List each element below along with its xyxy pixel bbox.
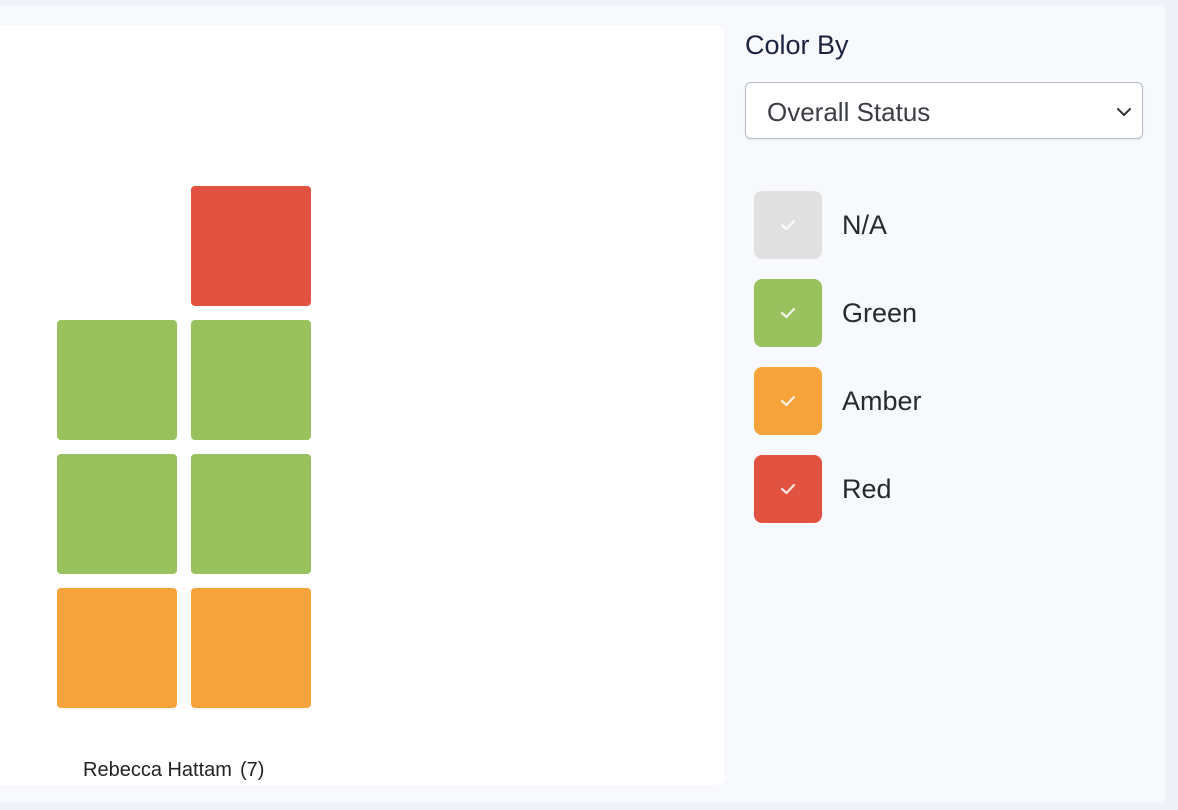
check-icon bbox=[780, 395, 796, 407]
group-count: (7) bbox=[239, 759, 265, 781]
check-icon bbox=[780, 219, 796, 231]
group-name: Rebecca Hattam bbox=[83, 759, 232, 781]
color-by-select-value: Overall Status bbox=[767, 97, 931, 127]
status-tile-red[interactable] bbox=[191, 186, 311, 306]
legend-item-na[interactable]: N/A bbox=[754, 191, 1054, 259]
chevron-down-icon bbox=[1117, 108, 1131, 116]
status-tile-amber[interactable] bbox=[191, 588, 311, 708]
legend-item-green[interactable]: Green bbox=[754, 279, 1054, 347]
legend-checkbox-green[interactable] bbox=[754, 279, 822, 347]
legend-checkbox-na[interactable] bbox=[754, 191, 822, 259]
check-icon bbox=[780, 307, 796, 319]
status-tile-green[interactable] bbox=[191, 454, 311, 574]
tile-chart-panel: Rebecca Hattam (7) bbox=[0, 25, 724, 785]
status-tile-green[interactable] bbox=[57, 320, 177, 440]
status-tile-green[interactable] bbox=[191, 320, 311, 440]
legend-label: Amber bbox=[842, 386, 922, 416]
legend-item-amber[interactable]: Amber bbox=[754, 367, 1054, 435]
legend-item-red[interactable]: Red bbox=[754, 455, 1054, 523]
legend-checkbox-amber[interactable] bbox=[754, 367, 822, 435]
color-by-select[interactable]: Overall Status bbox=[745, 82, 1143, 139]
status-tile-green[interactable] bbox=[57, 454, 177, 574]
status-tile-amber[interactable] bbox=[57, 588, 177, 708]
legend-label: N/A bbox=[842, 210, 888, 240]
legend-label: Green bbox=[842, 298, 918, 328]
check-icon bbox=[780, 483, 796, 495]
legend-label: Red bbox=[842, 474, 892, 504]
legend-checkbox-red[interactable] bbox=[754, 455, 822, 523]
group-label: Rebecca Hattam (7) bbox=[83, 759, 264, 782]
color-by-title: Color By bbox=[745, 30, 849, 60]
